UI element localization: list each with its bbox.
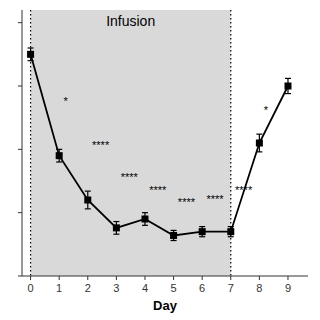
marker <box>227 228 234 235</box>
x-tick <box>30 276 31 280</box>
annotation: **** <box>92 139 110 151</box>
marker <box>141 216 148 223</box>
x-tick-label: 0 <box>28 282 34 294</box>
chart: 0123456789Day**************************I… <box>0 0 320 320</box>
x-tick-label: 4 <box>142 282 148 294</box>
x-tick <box>116 276 117 280</box>
marker <box>84 197 91 204</box>
x-tick <box>144 276 145 280</box>
error-bar <box>113 222 119 235</box>
annotation: * <box>264 104 269 116</box>
x-tick <box>287 276 288 280</box>
x-tick <box>173 276 174 280</box>
marker <box>56 152 63 159</box>
axes: 0 1 2 3 4 5 6 7 8 9 <box>18 10 308 294</box>
annotation: **** <box>149 184 167 196</box>
y-tick <box>18 86 22 87</box>
y-tick <box>18 276 22 277</box>
error-bar <box>171 230 177 240</box>
x-tick <box>87 276 88 280</box>
line <box>31 54 288 235</box>
annotation: **** <box>178 196 196 208</box>
span-boundary <box>230 10 231 276</box>
marker <box>27 51 34 58</box>
marker <box>199 228 206 235</box>
marker <box>284 83 291 90</box>
shaded-span <box>31 10 231 276</box>
marker <box>113 224 120 231</box>
y-axis-line <box>22 10 23 276</box>
error-bar <box>56 149 62 162</box>
annotation: **** <box>235 184 253 196</box>
error-bar <box>256 134 262 152</box>
x-tick-label: 9 <box>285 282 291 294</box>
x-tick-label: 1 <box>56 282 62 294</box>
y-tick <box>18 212 22 213</box>
x-axis-label: Day <box>153 298 178 313</box>
error-bar <box>199 227 205 237</box>
annotation: **** <box>121 171 139 183</box>
error-bar <box>285 78 291 93</box>
error-bar <box>142 213 148 226</box>
x-tick-label: 2 <box>85 282 91 294</box>
marker <box>170 232 177 239</box>
annotations: ************************** <box>63 95 268 208</box>
span-layer <box>31 10 231 276</box>
x-axis-line <box>22 276 308 277</box>
x-tick-label: 6 <box>199 282 205 294</box>
y-tick <box>18 149 22 150</box>
x-tick-label: 5 <box>171 282 177 294</box>
y-tick <box>18 22 22 23</box>
x-tick-label: 3 <box>113 282 119 294</box>
data-layer <box>27 48 291 241</box>
marker <box>256 140 263 147</box>
title: Infusion <box>106 13 155 29</box>
x-tick <box>59 276 60 280</box>
error-bar <box>228 227 234 237</box>
annotation: **** <box>206 193 224 205</box>
x-tick <box>230 276 231 280</box>
x-tick <box>259 276 260 280</box>
annotation: * <box>63 95 68 107</box>
error-bar <box>28 48 34 61</box>
x-tick-label: 7 <box>228 282 234 294</box>
span-boundary <box>30 10 31 276</box>
error-bar <box>85 191 91 209</box>
x-tick-label: 8 <box>256 282 262 294</box>
x-tick <box>202 276 203 280</box>
